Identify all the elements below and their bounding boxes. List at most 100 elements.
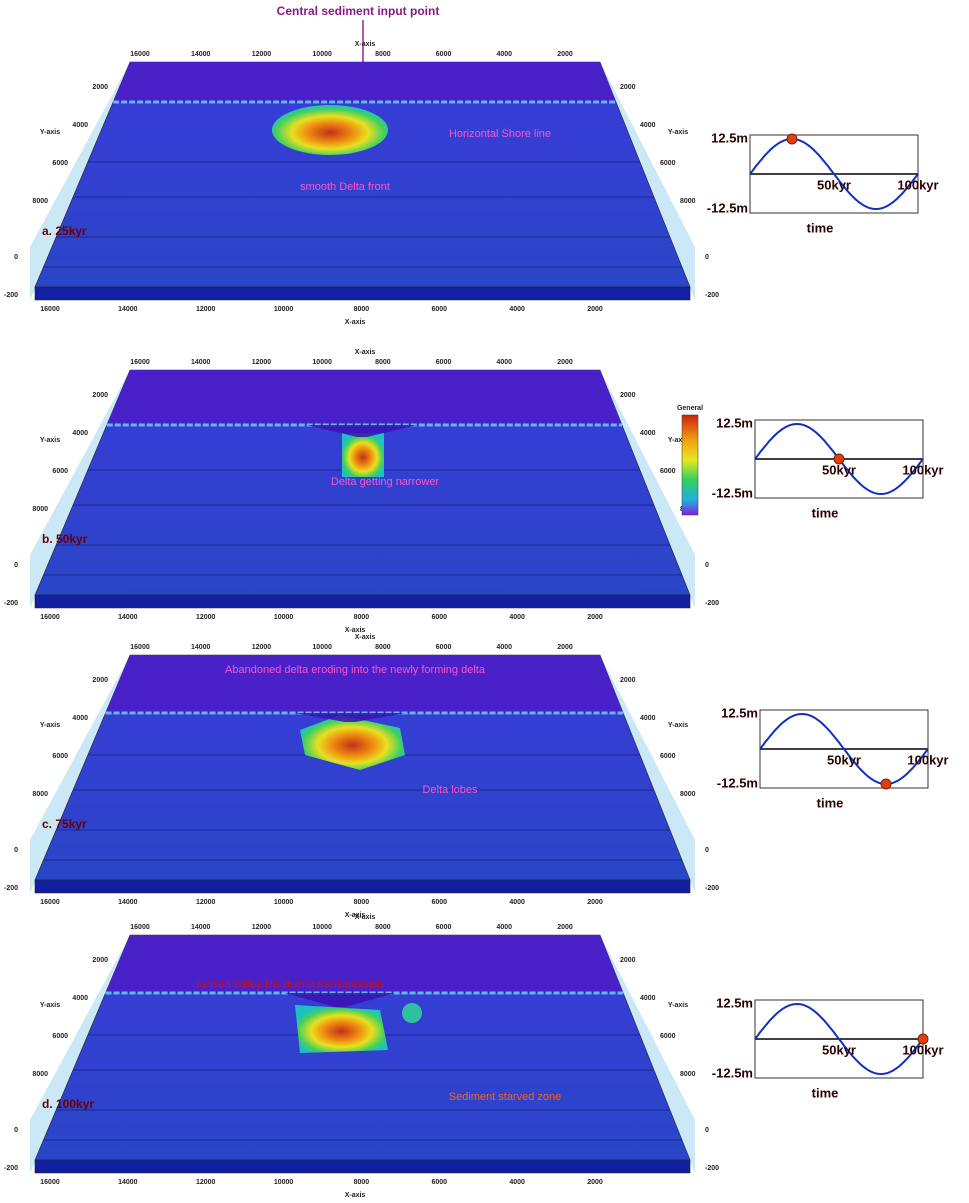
y-tick-label: 4000: [72, 995, 88, 1002]
time-tick-label: 100kyr: [902, 462, 943, 477]
y-tick-label: 6000: [52, 160, 68, 167]
x-tick-label: 2000: [557, 51, 573, 58]
y-tick-label: 8000: [32, 791, 48, 798]
x-tick-label: 10000: [312, 359, 332, 366]
x-tick-label: 2000: [557, 359, 573, 366]
time-tick-label: 50kyr: [822, 462, 856, 477]
y-tick-label: 4000: [640, 430, 656, 437]
x-axis-label: X-axis: [355, 634, 376, 641]
y-tick-label: 2000: [620, 392, 636, 399]
x-tick-label: 8000: [375, 644, 391, 651]
x-tick-label: 16000: [40, 1179, 60, 1186]
y-tick-label: 6000: [660, 160, 676, 167]
z-tick-label: 0: [705, 1127, 709, 1134]
x-tick-label: 14000: [118, 614, 138, 621]
x-tick-label: 2000: [587, 306, 603, 313]
x-tick-label: 12000: [196, 899, 216, 906]
x-tick-label: 16000: [40, 899, 60, 906]
time-tick-label: 100kyr: [897, 177, 938, 192]
z-tick-label: 0: [705, 847, 709, 854]
level-tick-label: 12.5m: [711, 130, 748, 145]
time-marker: [881, 779, 891, 789]
y-axis-label: Y-axis: [668, 129, 688, 136]
z-tick-label: -200: [4, 292, 18, 299]
y-tick-label: 2000: [92, 957, 108, 964]
y-tick-label: 2000: [620, 84, 636, 91]
time-label: time: [817, 795, 844, 810]
panel-label: c. 75kyr: [42, 817, 87, 831]
y-axis-label: Y-axis: [40, 437, 60, 444]
x-tick-label: 14000: [191, 644, 211, 651]
z-tick-label: 0: [705, 254, 709, 261]
z-tick-label: 0: [14, 562, 18, 569]
y-tick-label: 6000: [52, 468, 68, 475]
y-axis-label: Y-axis: [668, 722, 688, 729]
x-tick-label: 12000: [252, 644, 272, 651]
x-tick-label: 16000: [130, 924, 150, 931]
x-axis-label: X-axis: [355, 349, 376, 356]
figure: Central sediment input point 16000 16000 1…: [0, 0, 969, 1203]
z-tick-label: 0: [14, 254, 18, 261]
delta: [295, 1005, 388, 1053]
y-tick-label: 6000: [660, 468, 676, 475]
y-tick-label: 6000: [52, 1033, 68, 1040]
x-tick-label: 2000: [587, 1179, 603, 1186]
y-tick-label: 8000: [680, 791, 696, 798]
x-tick-label: 2000: [587, 614, 603, 621]
x-tick-label: 16000: [130, 359, 150, 366]
z-tick-label: -200: [705, 885, 719, 892]
x-tick-label: 12000: [196, 614, 216, 621]
z-tick-label: -200: [705, 1165, 719, 1172]
x-tick-label: 4000: [496, 51, 512, 58]
x-tick-label: 10000: [312, 51, 332, 58]
figure-title: Central sediment input point: [277, 4, 440, 18]
colorbar-label: General: [677, 405, 703, 412]
x-tick-label: 6000: [436, 924, 452, 931]
y-tick-label: 6000: [660, 1033, 676, 1040]
x-tick-label: 6000: [431, 899, 447, 906]
y-tick-label: 8000: [32, 198, 48, 205]
x-axis-label: X-axis: [345, 1192, 366, 1199]
annotation: incised valley fills during transgressio…: [196, 979, 383, 991]
front-face: [35, 880, 690, 893]
panel-label: d. 100kyr: [42, 1097, 94, 1111]
x-axis-label: X-axis: [355, 914, 376, 921]
delta-island: [402, 1003, 422, 1023]
z-tick-label: -200: [4, 1165, 18, 1172]
y-tick-label: 4000: [640, 995, 656, 1002]
x-tick-label: 6000: [436, 51, 452, 58]
y-tick-label: 2000: [620, 677, 636, 684]
x-axis-label: X-axis: [355, 41, 376, 48]
y-tick-label: 4000: [72, 122, 88, 129]
y-axis-label: Y-axis: [40, 129, 60, 136]
z-tick-label: -200: [705, 600, 719, 607]
time-tick-label: 100kyr: [907, 752, 948, 767]
annotation: Abandoned delta eroding into the newly f…: [225, 664, 486, 676]
time-marker: [918, 1034, 928, 1044]
colorbar: [682, 415, 698, 515]
x-tick-label: 12000: [196, 306, 216, 313]
x-tick-label: 10000: [312, 924, 332, 931]
y-tick-label: 2000: [92, 392, 108, 399]
x-tick-label: 8000: [375, 359, 391, 366]
x-tick-label: 10000: [274, 306, 294, 313]
x-tick-label: 6000: [431, 1179, 447, 1186]
x-tick-label: 2000: [557, 644, 573, 651]
time-marker: [787, 134, 797, 144]
delta: [342, 433, 384, 477]
panel-label: b. 50kyr: [42, 532, 88, 546]
y-tick-label: 4000: [72, 430, 88, 437]
x-tick-label: 8000: [354, 1179, 370, 1186]
x-tick-label: 4000: [496, 359, 512, 366]
y-tick-label: 8000: [680, 1071, 696, 1078]
x-tick-label: 14000: [191, 924, 211, 931]
y-axis-label: Y-axis: [40, 1002, 60, 1009]
x-axis-label: X-axis: [345, 319, 366, 326]
y-tick-label: 8000: [32, 1071, 48, 1078]
front-face: [35, 287, 690, 300]
panel-label: a. 25kyr: [42, 224, 87, 238]
level-tick-label: -12.5m: [712, 485, 753, 500]
x-tick-label: 4000: [509, 306, 525, 313]
y-tick-label: 4000: [72, 715, 88, 722]
level-tick-label: -12.5m: [707, 200, 748, 215]
